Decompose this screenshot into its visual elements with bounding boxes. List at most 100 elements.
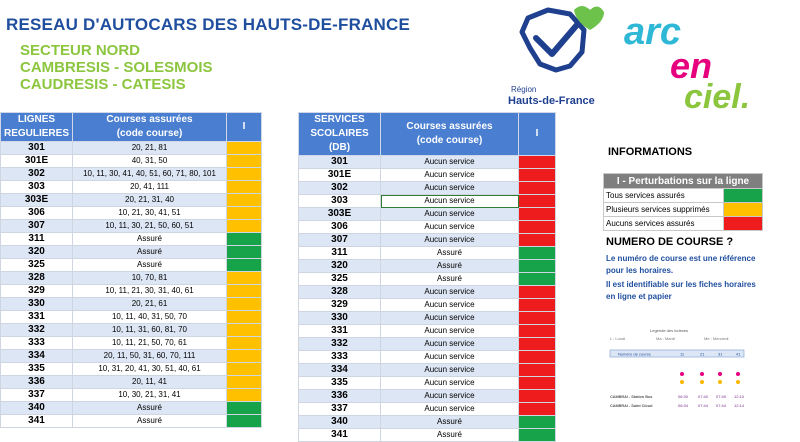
regular-line-row: 341 Assuré (0, 414, 262, 428)
legend-label-orange: Plusieurs services supprimés (603, 202, 724, 217)
regular-line-courses: Assuré (72, 232, 227, 246)
school-service-courses: Aucun service (380, 155, 519, 169)
regular-header-line-1: LIGNES (17, 114, 56, 125)
regular-line-row: 320 Assuré (0, 245, 262, 259)
school-service-line-number: 302 (298, 181, 381, 195)
school-service-status-red (518, 285, 556, 299)
school-service-row: 307 Aucun service (298, 233, 556, 247)
legend-label-green: Tous services assurés (603, 188, 724, 203)
sector-area-1: CAMBRESIS - SOLESMOIS (20, 59, 213, 76)
school-service-line-number: 335 (298, 376, 381, 390)
school-service-courses: Assuré (380, 428, 519, 442)
regular-line-status-orange (226, 323, 262, 337)
mini-pictogram-2 (700, 372, 704, 376)
sector-area-2: CAUDRESIS - CATESIS (20, 76, 186, 93)
school-header-courses: Courses assurées (code course) (380, 112, 519, 156)
school-service-line-number: 331 (298, 324, 381, 338)
mini-time-2-3: 07:44 (716, 403, 727, 408)
regular-line-status-orange (226, 349, 262, 363)
school-services-body: 301 Aucun service 301E Aucun service 302 Aucu… (298, 155, 556, 442)
legend-swatch-orange (723, 202, 763, 217)
regular-line-line-number: 301 (0, 141, 73, 155)
school-service-line-number: 328 (298, 285, 381, 299)
school-service-status-red (518, 220, 556, 234)
school-service-courses: Aucun service (380, 376, 519, 390)
regular-line-row: 331 10, 11, 40, 31, 50, 70 (0, 310, 262, 324)
school-service-courses: Aucun service (380, 233, 519, 247)
mini-time-2-1: 06:34 (678, 403, 689, 408)
school-service-line-number: 301 (298, 155, 381, 169)
regular-line-status-orange (226, 206, 262, 220)
regular-line-courses: 10, 11, 21, 30, 31, 40, 61 (72, 284, 227, 298)
school-header-line-2: SCOLAIRES (DB) (310, 128, 369, 153)
regular-lines-table: LIGNES REGULIERES Courses assurées (code… (0, 112, 262, 428)
regular-line-courses: 20, 21, 81 (72, 141, 227, 155)
school-service-courses: Aucun service (380, 311, 519, 325)
course-number-text-2: pour les horaires. (606, 266, 674, 275)
regular-line-courses: 10, 11, 30, 41, 40, 51, 60, 71, 80, 101 (72, 167, 227, 181)
school-service-line-number: 341 (298, 428, 381, 442)
page-title: RESEAU D'AUTOCARS DES HAUTS-DE-FRANCE (6, 15, 411, 34)
course-number-text-3: Il est identifiable sur les fiches horai… (606, 280, 756, 289)
school-service-row: 306 Aucun service (298, 220, 556, 234)
school-service-line-number: 337 (298, 402, 381, 416)
regular-line-line-number: 302 (0, 167, 73, 181)
mini-pictogram-8 (736, 380, 740, 384)
legend-swatch-green (723, 188, 763, 203)
regular-line-row: 332 10, 11, 31, 60, 81, 70 (0, 323, 262, 337)
school-service-line-number: 301E (298, 168, 381, 182)
school-service-line-number: 325 (298, 272, 381, 286)
school-service-line-number: 307 (298, 233, 381, 247)
regular-line-courses: 10, 31, 20, 41, 30, 51, 40, 61 (72, 362, 227, 376)
regular-line-status-orange (226, 193, 262, 207)
regular-line-courses: 20, 11, 50, 31, 60, 70, 111 (72, 349, 227, 363)
regular-line-row: 301 20, 21, 81 (0, 141, 262, 155)
regular-header-courses-2: (code course) (116, 128, 183, 139)
regular-line-line-number: 336 (0, 375, 73, 389)
school-service-status-red (518, 194, 556, 208)
regular-line-status-green (226, 232, 262, 246)
regular-header-line-2: REGULIERES (3, 128, 69, 139)
legend-header: I - Perturbations sur la ligne (603, 173, 763, 189)
regular-line-line-number: 301E (0, 154, 73, 168)
regular-line-line-number: 303 (0, 180, 73, 194)
regular-line-line-number: 303E (0, 193, 73, 207)
regular-line-line-number: 328 (0, 271, 73, 285)
regular-line-line-number: 337 (0, 388, 73, 402)
region-word: Région (511, 85, 536, 94)
mini-course-11: 11 (680, 352, 685, 357)
regular-line-status-green (226, 401, 262, 415)
regular-line-status-orange (226, 141, 262, 155)
mini-pictogram-6 (700, 380, 704, 384)
regular-line-status-orange (226, 362, 262, 376)
school-service-row: 334 Aucun service (298, 363, 556, 377)
school-service-line-number: 303 (298, 194, 381, 208)
school-service-line-number: 334 (298, 363, 381, 377)
regular-line-status-green (226, 245, 262, 259)
regular-lines-body: 301 20, 21, 81 301E 40, 31, 50 302 10, 11, 30… (0, 141, 262, 428)
school-service-line-number: 336 (298, 389, 381, 403)
regular-line-row: 330 20, 21, 61 (0, 297, 262, 311)
school-service-courses: Aucun service (380, 298, 519, 312)
school-service-row: 328 Aucun service (298, 285, 556, 299)
school-service-line-number: 330 (298, 311, 381, 325)
school-service-status-red (518, 402, 556, 416)
mini-day-me: Me : Mercredi (704, 336, 729, 341)
school-service-courses: Assuré (380, 246, 519, 260)
school-service-courses: Assuré (380, 415, 519, 429)
regular-header-status: I (226, 112, 262, 142)
course-number-title: NUMERO DE COURSE ? (606, 236, 734, 248)
regular-line-line-number: 335 (0, 362, 73, 376)
regular-header-courses-1: Courses assurées (106, 114, 193, 125)
regular-line-courses: Assuré (72, 258, 227, 272)
regular-line-line-number: 341 (0, 414, 73, 428)
mini-course-41: 41 (736, 352, 741, 357)
mini-time-1-4: 12:10 (734, 394, 745, 399)
regular-line-row: 337 10, 30, 21, 31, 41 (0, 388, 262, 402)
school-service-status-red (518, 337, 556, 351)
mini-course-row (609, 349, 745, 358)
mini-time-1-1: 06:30 (678, 394, 689, 399)
school-service-courses: Assuré (380, 272, 519, 286)
region-hauts-de-france-logo: Région Hauts-de-France (508, 6, 604, 107)
school-service-courses: Aucun service (380, 363, 519, 377)
